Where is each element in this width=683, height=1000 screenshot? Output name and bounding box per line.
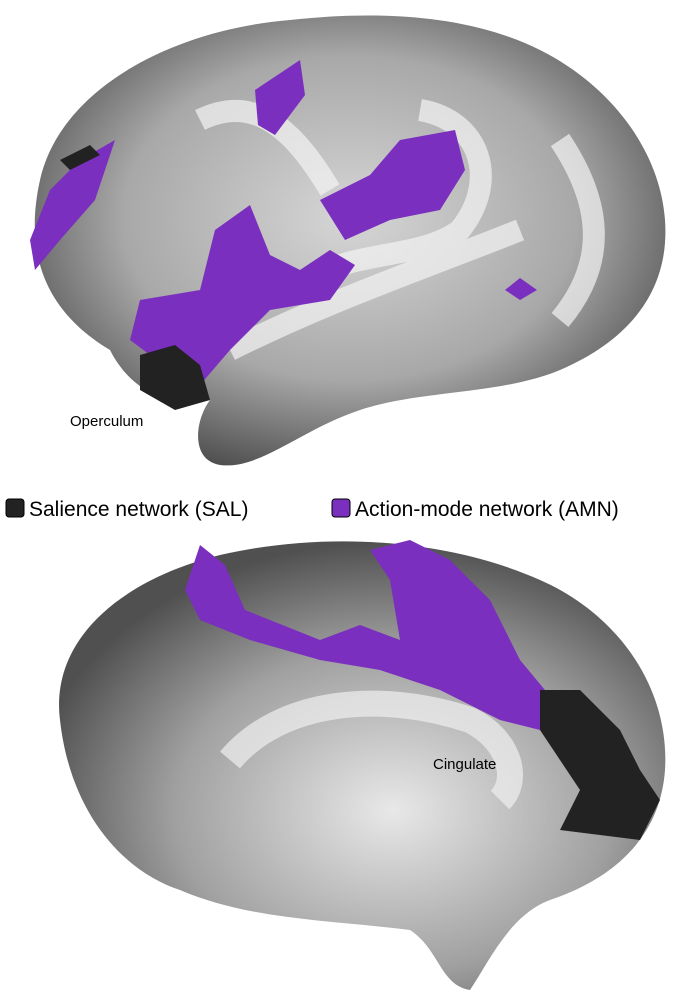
legend-swatch (6, 499, 24, 517)
brain-figure: Operculum Salience network (SAL) Action-… (0, 0, 683, 1000)
region-label: Cingulate (433, 756, 496, 773)
legend: Salience network (SAL) Action-mode netwo… (6, 498, 619, 521)
medial-brain: Cingulate (59, 540, 665, 990)
legend-label: Action-mode network (AMN) (355, 498, 619, 521)
region-label: Operculum (70, 413, 143, 430)
legend-label: Salience network (SAL) (29, 498, 248, 521)
brain-surface (35, 15, 666, 465)
lateral-brain: Operculum (30, 15, 665, 465)
figure: Operculum Salience network (SAL) Action-… (0, 0, 683, 1000)
legend-swatch (332, 499, 350, 517)
